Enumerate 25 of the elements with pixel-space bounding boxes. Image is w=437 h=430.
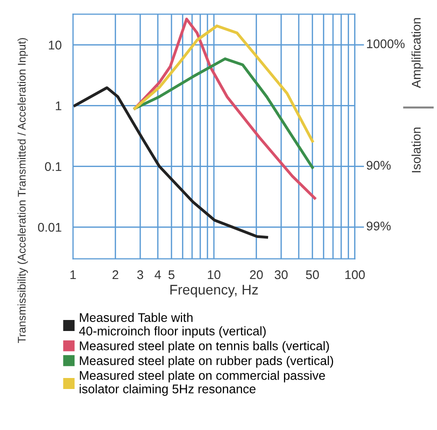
text: Amplification [412,18,424,88]
x-tick-label: 30 [274,270,288,280]
legend-label: Measured Table with 40-microinch floor inputs (vertical) [79,312,266,338]
y-tick-label: 10 [48,40,62,50]
legend-label: Measured steel plate on commercial passive isolator claiming 5Hz resonance [80,370,325,396]
text: 99% [366,222,391,230]
x-tick-label: 2 [112,270,118,280]
x-tick-label: 1 [70,270,76,280]
text: 1000% [367,39,405,48]
x-tick-label: 3 [137,270,144,280]
x-tick-label: 20 [250,270,263,280]
x-tick-label: 4 [154,270,161,280]
x-tick-label: 50 [306,270,319,280]
x-tick-label: 100 [345,270,365,280]
legend-label: Measured steel plate on rubber pads (vertical) [80,356,334,368]
text: 90% [366,160,391,170]
legend-label: Measured steel plate on tennis balls (vertical) [80,341,329,353]
y-tick-label: 0.1 [44,162,62,172]
x-tick-label: 5 [168,270,174,280]
text: Isolation [412,128,421,172]
x-tick-label: 10 [208,270,220,280]
x-axis-title: Frequency, Hz [170,284,258,298]
y-axis-title: Transmissibility (Acceleration Transmitted / Acceleration Input) [18,38,28,344]
y-tick-label: 1 [56,102,62,110]
y-tick-label: 0.01 [38,222,62,232]
